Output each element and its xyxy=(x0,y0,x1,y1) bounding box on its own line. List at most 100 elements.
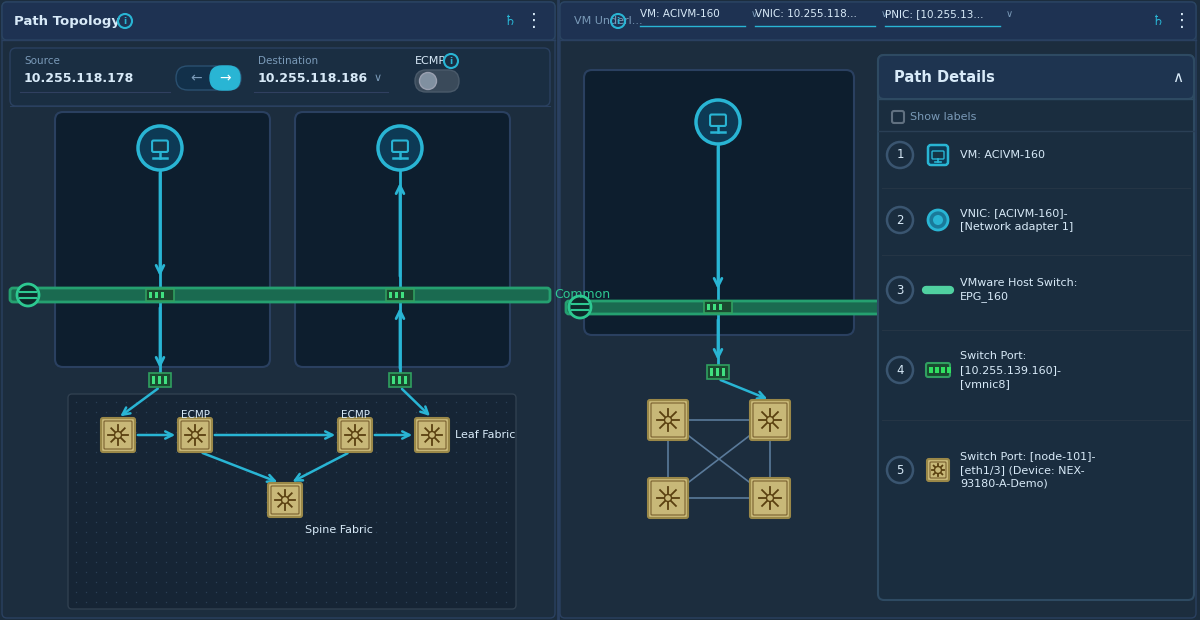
Text: ∨: ∨ xyxy=(1006,9,1013,19)
Circle shape xyxy=(569,296,592,318)
Text: VM Underl...: VM Underl... xyxy=(574,16,643,26)
Text: Source: Source xyxy=(24,56,60,66)
Circle shape xyxy=(665,495,672,502)
Text: 1: 1 xyxy=(896,149,904,161)
Circle shape xyxy=(352,432,359,438)
FancyBboxPatch shape xyxy=(932,151,944,159)
FancyBboxPatch shape xyxy=(149,373,172,387)
Bar xyxy=(395,292,398,298)
FancyBboxPatch shape xyxy=(648,478,688,518)
Circle shape xyxy=(928,210,948,230)
Text: ♄: ♄ xyxy=(504,14,516,28)
Bar xyxy=(722,368,725,376)
Text: i: i xyxy=(450,56,452,66)
Text: ECMP: ECMP xyxy=(341,410,370,420)
FancyBboxPatch shape xyxy=(295,112,510,367)
Text: 2: 2 xyxy=(896,213,904,226)
FancyBboxPatch shape xyxy=(560,2,1196,618)
FancyBboxPatch shape xyxy=(710,115,726,126)
Circle shape xyxy=(696,100,740,144)
Text: ECMP: ECMP xyxy=(415,56,446,66)
Text: VM: ACIVM-160: VM: ACIVM-160 xyxy=(960,150,1045,160)
Bar xyxy=(161,292,164,298)
Text: Path Topology: Path Topology xyxy=(14,14,120,27)
FancyBboxPatch shape xyxy=(10,288,550,302)
Text: VMware Host Switch:
EPG_160: VMware Host Switch: EPG_160 xyxy=(960,278,1078,303)
Bar xyxy=(164,376,167,384)
Text: →: → xyxy=(220,71,230,85)
FancyBboxPatch shape xyxy=(178,418,212,452)
Circle shape xyxy=(17,284,38,306)
Text: Common: Common xyxy=(554,288,610,301)
Text: ∧: ∧ xyxy=(1172,69,1183,84)
Text: ECMP: ECMP xyxy=(180,410,210,420)
Text: PNIC: [10.255.13...: PNIC: [10.255.13... xyxy=(886,9,984,19)
Text: ∨: ∨ xyxy=(881,9,888,19)
Text: Destination: Destination xyxy=(258,56,318,66)
FancyBboxPatch shape xyxy=(101,418,134,452)
Circle shape xyxy=(282,497,288,503)
FancyBboxPatch shape xyxy=(55,112,270,367)
Text: ⋮: ⋮ xyxy=(526,12,542,30)
Text: Leaf Fabric: Leaf Fabric xyxy=(455,430,515,440)
Bar xyxy=(392,376,395,384)
Text: ⋮: ⋮ xyxy=(1174,12,1190,30)
Text: 10.255.118.178: 10.255.118.178 xyxy=(24,71,134,84)
Circle shape xyxy=(767,417,774,423)
FancyBboxPatch shape xyxy=(584,70,854,335)
Text: 3: 3 xyxy=(896,283,904,296)
FancyBboxPatch shape xyxy=(146,289,174,301)
Bar xyxy=(947,367,952,373)
Circle shape xyxy=(192,432,198,438)
FancyBboxPatch shape xyxy=(2,2,554,40)
Text: ∨: ∨ xyxy=(751,9,758,19)
Bar xyxy=(404,376,407,384)
FancyBboxPatch shape xyxy=(928,459,949,481)
FancyBboxPatch shape xyxy=(389,373,410,387)
FancyBboxPatch shape xyxy=(386,289,414,301)
Bar xyxy=(152,376,155,384)
FancyBboxPatch shape xyxy=(338,418,372,452)
FancyBboxPatch shape xyxy=(878,55,1194,600)
FancyBboxPatch shape xyxy=(152,141,168,152)
Circle shape xyxy=(378,126,422,170)
Bar xyxy=(941,367,946,373)
Text: VM: ACIVM-160: VM: ACIVM-160 xyxy=(640,9,720,19)
FancyBboxPatch shape xyxy=(928,145,948,165)
Text: Spine Fabric: Spine Fabric xyxy=(305,525,373,535)
FancyBboxPatch shape xyxy=(878,55,1194,99)
FancyBboxPatch shape xyxy=(648,400,688,440)
Text: ♄: ♄ xyxy=(1152,14,1164,28)
Bar xyxy=(929,367,934,373)
FancyBboxPatch shape xyxy=(750,400,790,440)
Bar xyxy=(389,292,392,298)
FancyBboxPatch shape xyxy=(392,141,408,152)
Circle shape xyxy=(935,466,942,474)
FancyBboxPatch shape xyxy=(2,2,554,618)
Text: Show labels: Show labels xyxy=(910,112,977,122)
Bar xyxy=(716,368,719,376)
Bar xyxy=(401,292,404,298)
Text: 10.255.118.186: 10.255.118.186 xyxy=(258,71,368,84)
Bar xyxy=(710,368,713,376)
Bar xyxy=(158,376,161,384)
FancyBboxPatch shape xyxy=(560,2,1196,40)
FancyBboxPatch shape xyxy=(415,418,449,452)
Bar xyxy=(935,367,940,373)
FancyBboxPatch shape xyxy=(10,48,550,106)
Circle shape xyxy=(767,495,774,502)
Bar xyxy=(398,376,401,384)
Text: ∨: ∨ xyxy=(374,73,382,83)
Circle shape xyxy=(420,73,437,89)
FancyBboxPatch shape xyxy=(415,70,458,92)
Text: Switch Port:
[10.255.139.160]-
[vmnic8]: Switch Port: [10.255.139.160]- [vmnic8] xyxy=(960,351,1061,389)
Text: Switch Port: [node-101]-
[eth1/3] (Device: NEX-
93180-A-Demo): Switch Port: [node-101]- [eth1/3] (Devic… xyxy=(960,451,1096,489)
FancyBboxPatch shape xyxy=(210,66,240,90)
Bar xyxy=(719,304,722,310)
Circle shape xyxy=(138,126,182,170)
Bar xyxy=(707,304,710,310)
Circle shape xyxy=(114,432,121,438)
Text: ←: ← xyxy=(190,71,202,85)
Bar xyxy=(713,304,716,310)
Text: VNIC: 10.255.118...: VNIC: 10.255.118... xyxy=(755,9,857,19)
